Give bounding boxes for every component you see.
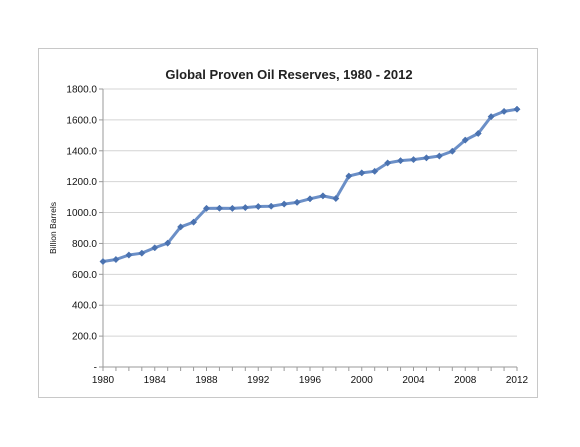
data-point [190,218,198,226]
data-point [293,198,301,206]
data-point [151,244,159,252]
data-point [99,257,107,266]
data-point [228,204,236,212]
series-line [102,107,518,263]
x-tick-label: 1992 [247,375,270,386]
x-tick-label: 2012 [506,375,529,386]
x-tick-label: 2008 [454,375,477,386]
x-tick-label: 2004 [402,375,425,386]
data-series [99,105,521,266]
y-tick-label: 600.0 [72,270,97,281]
data-point [448,147,456,155]
data-point [254,202,262,211]
y-tick-label: 400.0 [72,301,97,312]
data-point [112,255,120,264]
data-point [461,136,469,144]
y-axis-label: Billion Barrels [48,202,58,254]
data-point [358,169,366,177]
data-point [164,239,172,247]
grid-lines [103,88,517,337]
data-point [267,202,275,210]
x-tick-label: 1996 [299,375,322,386]
chart-frame: Global Proven Oil Reserves, 1980 - 2012 … [38,48,538,398]
y-tick-label: 800.0 [72,239,97,250]
data-point [474,129,482,138]
data-point [125,251,133,259]
data-point [487,113,495,121]
data-point [177,223,185,231]
data-point [513,105,521,113]
data-point [241,204,249,212]
y-tick-label: 1600.0 [66,115,97,126]
chart-title: Global Proven Oil Reserves, 1980 - 2012 [165,67,412,82]
data-point [280,200,288,208]
y-tick-label: 1400.0 [66,146,97,157]
data-point [215,204,223,212]
data-point [435,152,443,160]
x-tick-label: 1980 [92,375,115,386]
data-point [332,194,340,203]
y-tick-label: 1800.0 [66,85,97,96]
y-tick-label: - [94,363,97,374]
y-tick-label: 1200.0 [66,177,97,188]
x-tick-label: 1984 [144,375,167,386]
data-point [397,157,405,165]
x-tick-label: 2000 [351,375,374,386]
data-point [345,172,353,180]
data-point [409,156,418,164]
data-point [384,159,392,167]
data-point [371,167,379,175]
x-tick-label: 1988 [195,375,218,386]
axes [99,88,518,371]
data-point [202,204,211,212]
data-point [422,154,430,162]
line-chart: Global Proven Oil Reserves, 1980 - 2012 … [48,67,529,387]
data-point [138,249,146,257]
data-point [306,195,314,203]
y-tick-label: 1000.0 [66,208,97,219]
tick-labels: - 200.0 400.0 600.0 800.0 1000.0 1200.0 1400.0 1… [66,85,528,387]
y-tick-label: 200.0 [72,332,97,343]
data-point [319,192,327,200]
data-point [500,107,508,115]
